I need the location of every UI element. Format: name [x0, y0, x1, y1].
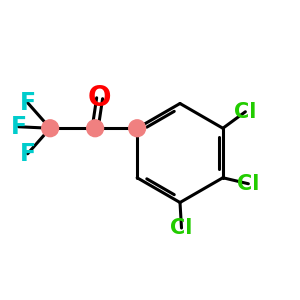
Text: F: F: [20, 91, 36, 115]
Text: F: F: [20, 142, 36, 166]
Text: O: O: [88, 84, 111, 112]
Circle shape: [87, 120, 103, 136]
Circle shape: [129, 120, 146, 136]
Text: Cl: Cl: [234, 102, 256, 122]
Text: Cl: Cl: [237, 174, 260, 194]
Text: F: F: [11, 115, 27, 139]
Circle shape: [42, 120, 58, 136]
Text: Cl: Cl: [170, 218, 193, 238]
